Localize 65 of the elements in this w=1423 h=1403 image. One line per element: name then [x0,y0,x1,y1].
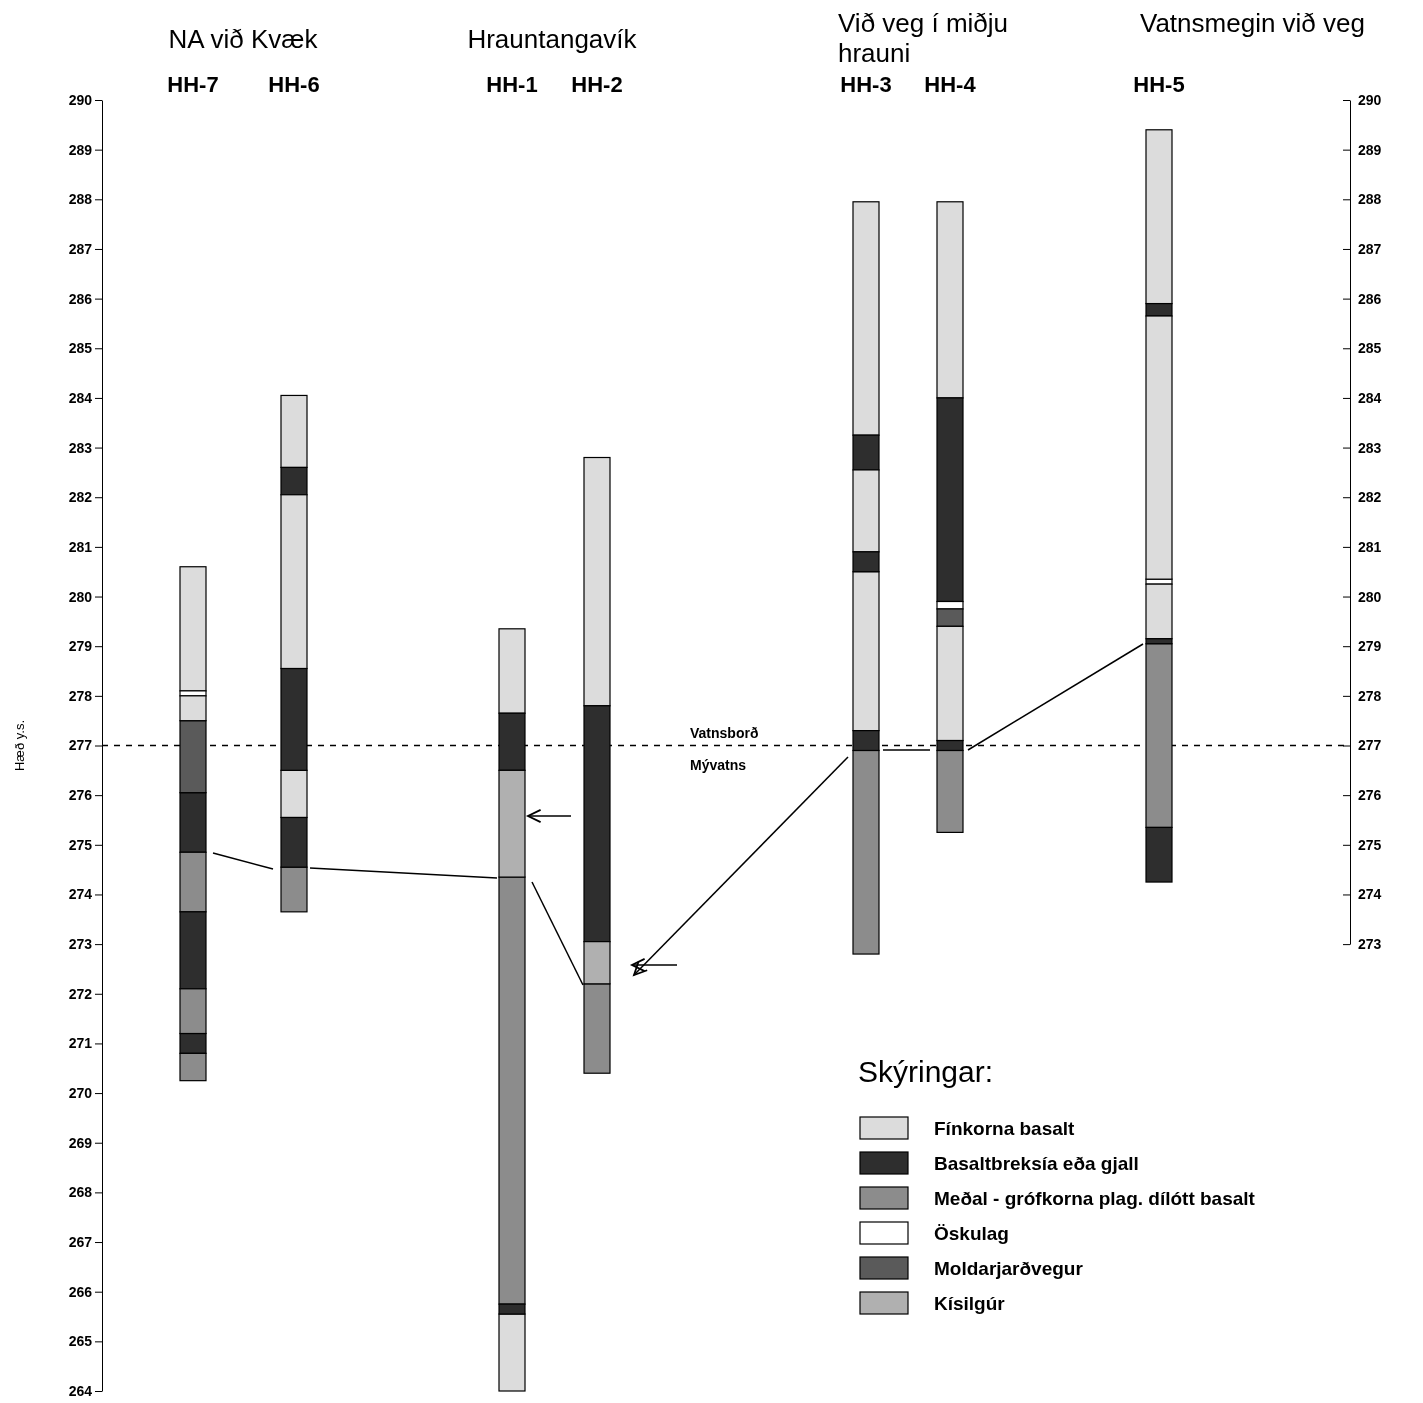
y2-tick-label: 279 [1358,638,1382,655]
y-tick-label: 285 [68,340,93,357]
y-tick-label: 279 [68,638,93,655]
y-tick-label: 284 [68,389,93,406]
y-tick-label: 265 [68,1333,93,1350]
y2-tick-label: 274 [1358,886,1382,903]
y-tick-label: 288 [68,191,93,208]
legend-label: Fínkorna basalt [934,1118,1076,1139]
y-tick-label: 270 [68,1085,93,1102]
legend-label: Basaltbreksía eða gjall [934,1153,1139,1174]
y-tick-label: 286 [68,290,93,307]
y-tick-label: 281 [68,538,93,555]
y2-tick-label: 277 [1358,737,1382,754]
y2-tick-label: 284 [1358,389,1382,406]
x-tick-label: HH-4 [924,72,977,97]
legend-label: Meðal - grófkorna plag. dílótt basalt [934,1188,1256,1209]
y2-tick-label: 282 [1358,489,1382,506]
y2-tick-label: 278 [1358,687,1382,704]
y-tick-label: 266 [68,1283,93,1300]
y2-tick-label: 275 [1358,836,1382,853]
y-tick-label: 274 [68,886,93,903]
y2-tick-label: 288 [1358,191,1382,208]
y-tick-label: 280 [68,588,93,605]
x-tick-label: HH-6 [268,72,320,97]
x-tick-label: HH-7 [167,72,219,97]
legend-label: Öskulag [934,1223,1009,1244]
y-tick-label: 272 [68,985,93,1002]
y2-tick-label: 287 [1358,240,1382,257]
x-tick-label: HH-5 [1133,72,1185,97]
y2-tick-label: 290 [1358,91,1382,108]
y-tick-label: 267 [68,1234,93,1251]
y2-tick-label: 281 [1358,538,1382,555]
y2-tick-label: 276 [1358,787,1382,804]
y-tick-label: 271 [68,1035,93,1052]
y-tick-label: 289 [68,141,93,158]
y-tick-label: 276 [68,787,93,804]
x-tick-label: HH-1 [486,72,538,97]
legend-title: Skýringar: [858,1055,994,1088]
y-tick-label: 282 [68,489,93,506]
text: NA við Kvæk [168,24,319,54]
legend-label: Kísilgúr [934,1293,1006,1314]
y-tick-label: 264 [68,1382,93,1399]
y2-tick-label: 280 [1358,588,1382,605]
y-axis-title: Hæð y.s. [12,719,27,772]
y-tick-label: 277 [68,737,93,754]
y2-tick-label: 273 [1358,936,1382,953]
y-tick-label: 275 [68,836,93,853]
text: Við veg í miðju hrauni [838,8,1009,68]
legend-label: Moldarjarðvegur [934,1258,1084,1279]
y-tick-label: 269 [68,1134,93,1151]
y-tick-label: 287 [68,240,93,257]
y2-tick-label: 289 [1358,141,1382,158]
y2-tick-label: 285 [1358,340,1382,357]
x-tick-label: HH-3 [840,72,892,97]
text: Vatnsmegin við veg [1140,8,1365,38]
y-tick-label: 283 [68,439,93,456]
ref-line-label: Vatnsborð Mývatns [690,724,759,773]
y-tick-label: 290 [68,91,93,108]
y-tick-label: 268 [68,1184,93,1201]
y2-tick-label: 283 [1358,439,1382,456]
y-tick-label: 278 [68,687,93,704]
text: Hrauntangavík [467,24,638,54]
x-tick-label: HH-2 [571,72,623,97]
y2-tick-label: 286 [1358,290,1382,307]
y-tick-label: 273 [68,936,93,953]
